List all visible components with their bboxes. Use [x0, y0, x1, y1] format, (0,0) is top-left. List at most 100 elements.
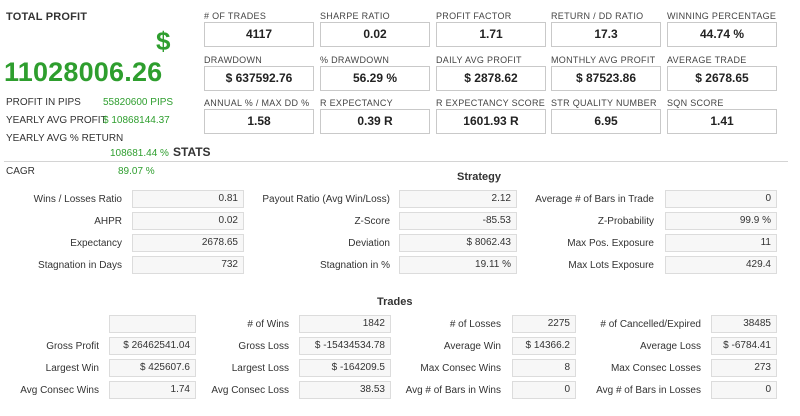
trades-value: 38.53 — [299, 381, 391, 399]
trades-key: Average Win — [443, 341, 501, 352]
trades-value: $ -164209.5 — [299, 359, 391, 377]
strategy-value: 19.11 % — [399, 256, 517, 274]
strategy-key: Stagnation in Days — [38, 260, 122, 271]
r-expectancy-score-value: 1601.93 R — [436, 109, 546, 134]
trades-value: 0 — [512, 381, 576, 399]
trades-key: Largest Loss — [231, 363, 289, 374]
trades-key: Avg Consec Loss — [211, 385, 289, 396]
stats-divider — [4, 161, 788, 162]
num-trades-value: 4117 — [204, 22, 314, 47]
monthly-avg-profit-label: MONTHLY AVG PROFIT — [551, 55, 656, 65]
trades-value: 2275 — [512, 315, 576, 333]
cagr-label: CAGR — [6, 166, 35, 177]
trades-value: 8 — [512, 359, 576, 377]
r-expectancy-value: 0.39 R — [320, 109, 430, 134]
str-quality-number-value: 6.95 — [551, 109, 661, 134]
trades-value: $ 14366.2 — [512, 337, 576, 355]
total-profit-label: TOTAL PROFIT — [6, 11, 88, 23]
annual-max-dd-value: 1.58 — [204, 109, 314, 134]
strategy-key: Wins / Losses Ratio — [33, 194, 122, 205]
strategy-key: Payout Ratio (Avg Win/Loss) — [262, 194, 390, 205]
trades-value: 1842 — [299, 315, 391, 333]
strategy-value: 2.12 — [399, 190, 517, 208]
strategy-value: 11 — [665, 234, 777, 252]
strategy-key: AHPR — [94, 216, 122, 227]
strategy-key: Average # of Bars in Trade — [535, 194, 654, 205]
stats-title: STATS — [173, 145, 211, 159]
cagr-value: 89.07 % — [118, 166, 155, 177]
return-dd-ratio-value: 17.3 — [551, 22, 661, 47]
trades-key: Avg Consec Wins — [20, 385, 99, 396]
annual-max-dd-label: ANNUAL % / MAX DD % — [204, 98, 310, 108]
sharpe-ratio-value: 0.02 — [320, 22, 430, 47]
trades-value: 38485 — [711, 315, 777, 333]
strategy-value: 2678.65 — [132, 234, 244, 252]
num-trades-label: # OF TRADES — [204, 11, 267, 21]
trades-value: 273 — [711, 359, 777, 377]
trades-key: # of Losses — [449, 319, 501, 330]
drawdown-value: $ 637592.76 — [204, 66, 314, 91]
profit-factor-value: 1.71 — [436, 22, 546, 47]
profit-in-pips-label: PROFIT IN PIPS — [6, 97, 81, 108]
trades-value: 1.74 — [109, 381, 196, 399]
strategy-value: -85.53 — [399, 212, 517, 230]
monthly-avg-profit-value: $ 87523.86 — [551, 66, 661, 91]
yearly-avg-profit-value: $ 10868144.37 — [103, 115, 170, 126]
trades-key: Gross Profit — [46, 341, 99, 352]
strategy-key: Z-Probability — [597, 216, 654, 227]
pct-drawdown-label: % DRAWDOWN — [320, 55, 390, 65]
strategy-value: 0.81 — [132, 190, 244, 208]
trades-key: Largest Win — [45, 363, 99, 374]
trades-key: Max Consec Losses — [610, 363, 701, 374]
sqn-score-label: SQN SCORE — [667, 98, 724, 108]
strategy-title: Strategy — [457, 171, 502, 183]
sqn-score-value: 1.41 — [667, 109, 777, 134]
strategy-value: 732 — [132, 256, 244, 274]
trades-title: Trades — [377, 296, 413, 308]
r-expectancy-label: R EXPECTANCY — [320, 98, 393, 108]
winning-percentage-label: WINNING PERCENTAGE — [667, 11, 777, 21]
strategy-key: Z-Score — [354, 216, 390, 227]
yearly-avg-return-value: 108681.44 % — [110, 148, 169, 159]
average-trade-label: AVERAGE TRADE — [667, 55, 747, 65]
profit-in-pips-value: 55820600 PIPS — [103, 97, 174, 108]
strategy-key: Expectancy — [70, 238, 122, 249]
sharpe-ratio-label: SHARPE RATIO — [320, 11, 390, 21]
trades-key: # of Wins — [247, 319, 289, 330]
winning-percentage-value: 44.74 % — [667, 22, 777, 47]
strategy-value: $ 8062.43 — [399, 234, 517, 252]
strategy-value: 429.4 — [665, 256, 777, 274]
trades-value: $ -6784.41 — [711, 337, 777, 355]
trades-value: $ -15434534.78 — [299, 337, 391, 355]
strategy-value: 99.9 % — [665, 212, 777, 230]
trades-key: Average Loss — [640, 341, 701, 352]
strategy-key: Max Lots Exposure — [568, 260, 654, 271]
daily-avg-profit-label: DAILY AVG PROFIT — [436, 55, 522, 65]
str-quality-number-label: STR QUALITY NUMBER — [551, 98, 657, 108]
trades-value — [109, 315, 196, 333]
strategy-key: Stagnation in % — [319, 260, 390, 271]
drawdown-label: DRAWDOWN — [204, 55, 263, 65]
profit-factor-label: PROFIT FACTOR — [436, 11, 512, 21]
total-profit-value: 11028006.26 — [4, 57, 163, 87]
pct-drawdown-value: 56.29 % — [320, 66, 430, 91]
strategy-value: 0.02 — [132, 212, 244, 230]
trades-value: $ 425607.6 — [109, 359, 196, 377]
trades-value: 0 — [711, 381, 777, 399]
daily-avg-profit-value: $ 2878.62 — [436, 66, 546, 91]
return-dd-ratio-label: RETURN / DD RATIO — [551, 11, 644, 21]
yearly-avg-profit-label: YEARLY AVG PROFIT — [6, 115, 107, 126]
average-trade-value: $ 2678.65 — [667, 66, 777, 91]
dollar-icon: $ — [156, 26, 171, 56]
yearly-avg-return-label: YEARLY AVG % RETURN — [6, 133, 124, 144]
strategy-key: Max Pos. Exposure — [567, 238, 654, 249]
strategy-value: 0 — [665, 190, 777, 208]
strategy-key: Deviation — [348, 238, 390, 249]
r-expectancy-score-label: R EXPECTANCY SCORE — [436, 98, 546, 108]
trades-key: Avg # of Bars in Losses — [596, 385, 701, 396]
trades-key: Avg # of Bars in Wins — [405, 385, 501, 396]
trades-value: $ 26462541.04 — [109, 337, 196, 355]
trades-key: # of Cancelled/Expired — [600, 319, 701, 330]
trades-key: Max Consec Wins — [420, 363, 501, 374]
trades-key: Gross Loss — [238, 341, 289, 352]
